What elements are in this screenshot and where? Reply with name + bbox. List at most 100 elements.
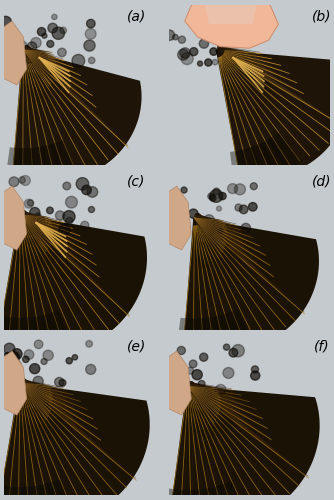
Polygon shape bbox=[193, 214, 304, 314]
Polygon shape bbox=[19, 211, 109, 330]
Polygon shape bbox=[193, 215, 266, 336]
Circle shape bbox=[189, 360, 197, 368]
Polygon shape bbox=[20, 378, 87, 410]
Circle shape bbox=[239, 205, 248, 214]
Polygon shape bbox=[18, 212, 75, 342]
Polygon shape bbox=[23, 47, 55, 62]
Circle shape bbox=[191, 12, 203, 24]
Circle shape bbox=[215, 384, 226, 395]
Polygon shape bbox=[33, 314, 56, 354]
Polygon shape bbox=[30, 146, 50, 183]
Polygon shape bbox=[216, 44, 303, 94]
Polygon shape bbox=[194, 215, 223, 220]
Polygon shape bbox=[18, 213, 64, 344]
Circle shape bbox=[76, 178, 89, 190]
Polygon shape bbox=[19, 379, 106, 500]
Polygon shape bbox=[19, 210, 99, 277]
Polygon shape bbox=[188, 383, 219, 396]
Circle shape bbox=[63, 182, 71, 190]
Circle shape bbox=[66, 358, 72, 364]
Polygon shape bbox=[206, 486, 231, 500]
Circle shape bbox=[175, 382, 181, 390]
Circle shape bbox=[48, 23, 57, 33]
Polygon shape bbox=[193, 216, 222, 252]
Polygon shape bbox=[19, 381, 49, 414]
Polygon shape bbox=[165, 186, 191, 250]
Polygon shape bbox=[230, 150, 253, 188]
Text: (c): (c) bbox=[127, 175, 146, 189]
Circle shape bbox=[225, 40, 230, 46]
Polygon shape bbox=[203, 316, 224, 354]
Polygon shape bbox=[194, 214, 260, 246]
Circle shape bbox=[180, 386, 188, 395]
Polygon shape bbox=[19, 380, 52, 403]
Polygon shape bbox=[186, 384, 235, 500]
Circle shape bbox=[219, 192, 226, 200]
Polygon shape bbox=[19, 214, 30, 346]
Polygon shape bbox=[19, 210, 129, 316]
Circle shape bbox=[80, 222, 89, 230]
Polygon shape bbox=[23, 46, 54, 56]
Circle shape bbox=[46, 207, 53, 214]
Polygon shape bbox=[186, 385, 213, 500]
Circle shape bbox=[89, 57, 95, 64]
Polygon shape bbox=[19, 213, 48, 248]
Circle shape bbox=[241, 224, 250, 232]
Circle shape bbox=[229, 348, 238, 357]
Polygon shape bbox=[19, 212, 52, 229]
Circle shape bbox=[168, 388, 173, 393]
Polygon shape bbox=[216, 45, 289, 74]
Polygon shape bbox=[194, 215, 225, 225]
Circle shape bbox=[59, 380, 66, 386]
Polygon shape bbox=[216, 46, 319, 150]
Polygon shape bbox=[23, 46, 53, 54]
Circle shape bbox=[176, 217, 184, 226]
Polygon shape bbox=[188, 382, 249, 402]
Polygon shape bbox=[188, 382, 233, 390]
Polygon shape bbox=[18, 383, 25, 500]
Polygon shape bbox=[22, 48, 51, 84]
Circle shape bbox=[165, 358, 175, 368]
Polygon shape bbox=[193, 217, 213, 344]
Polygon shape bbox=[187, 384, 219, 411]
Polygon shape bbox=[188, 382, 241, 395]
Circle shape bbox=[33, 376, 43, 386]
Circle shape bbox=[82, 185, 91, 194]
Polygon shape bbox=[19, 213, 46, 252]
Polygon shape bbox=[187, 382, 299, 486]
Polygon shape bbox=[19, 215, 25, 344]
Circle shape bbox=[72, 354, 77, 360]
Polygon shape bbox=[23, 46, 80, 76]
Circle shape bbox=[197, 61, 203, 66]
Polygon shape bbox=[19, 210, 92, 254]
Polygon shape bbox=[216, 48, 270, 170]
Polygon shape bbox=[5, 318, 23, 354]
Circle shape bbox=[250, 371, 260, 380]
Circle shape bbox=[24, 199, 33, 208]
Polygon shape bbox=[215, 46, 290, 165]
Circle shape bbox=[210, 190, 223, 202]
Polygon shape bbox=[19, 378, 93, 418]
Polygon shape bbox=[19, 212, 49, 246]
Circle shape bbox=[168, 362, 173, 367]
Polygon shape bbox=[19, 381, 48, 417]
Polygon shape bbox=[187, 384, 215, 420]
Polygon shape bbox=[19, 210, 96, 265]
Polygon shape bbox=[18, 380, 85, 500]
Circle shape bbox=[86, 340, 93, 347]
Polygon shape bbox=[217, 46, 262, 54]
Polygon shape bbox=[187, 384, 218, 414]
Polygon shape bbox=[23, 45, 87, 85]
Polygon shape bbox=[193, 216, 220, 254]
Polygon shape bbox=[193, 214, 295, 320]
Circle shape bbox=[223, 368, 234, 378]
Circle shape bbox=[181, 52, 193, 64]
Polygon shape bbox=[45, 310, 72, 350]
Circle shape bbox=[36, 213, 41, 218]
Circle shape bbox=[47, 40, 54, 48]
Polygon shape bbox=[20, 210, 80, 236]
Circle shape bbox=[27, 200, 34, 206]
Polygon shape bbox=[5, 486, 24, 500]
Circle shape bbox=[34, 340, 43, 348]
Circle shape bbox=[178, 50, 189, 60]
